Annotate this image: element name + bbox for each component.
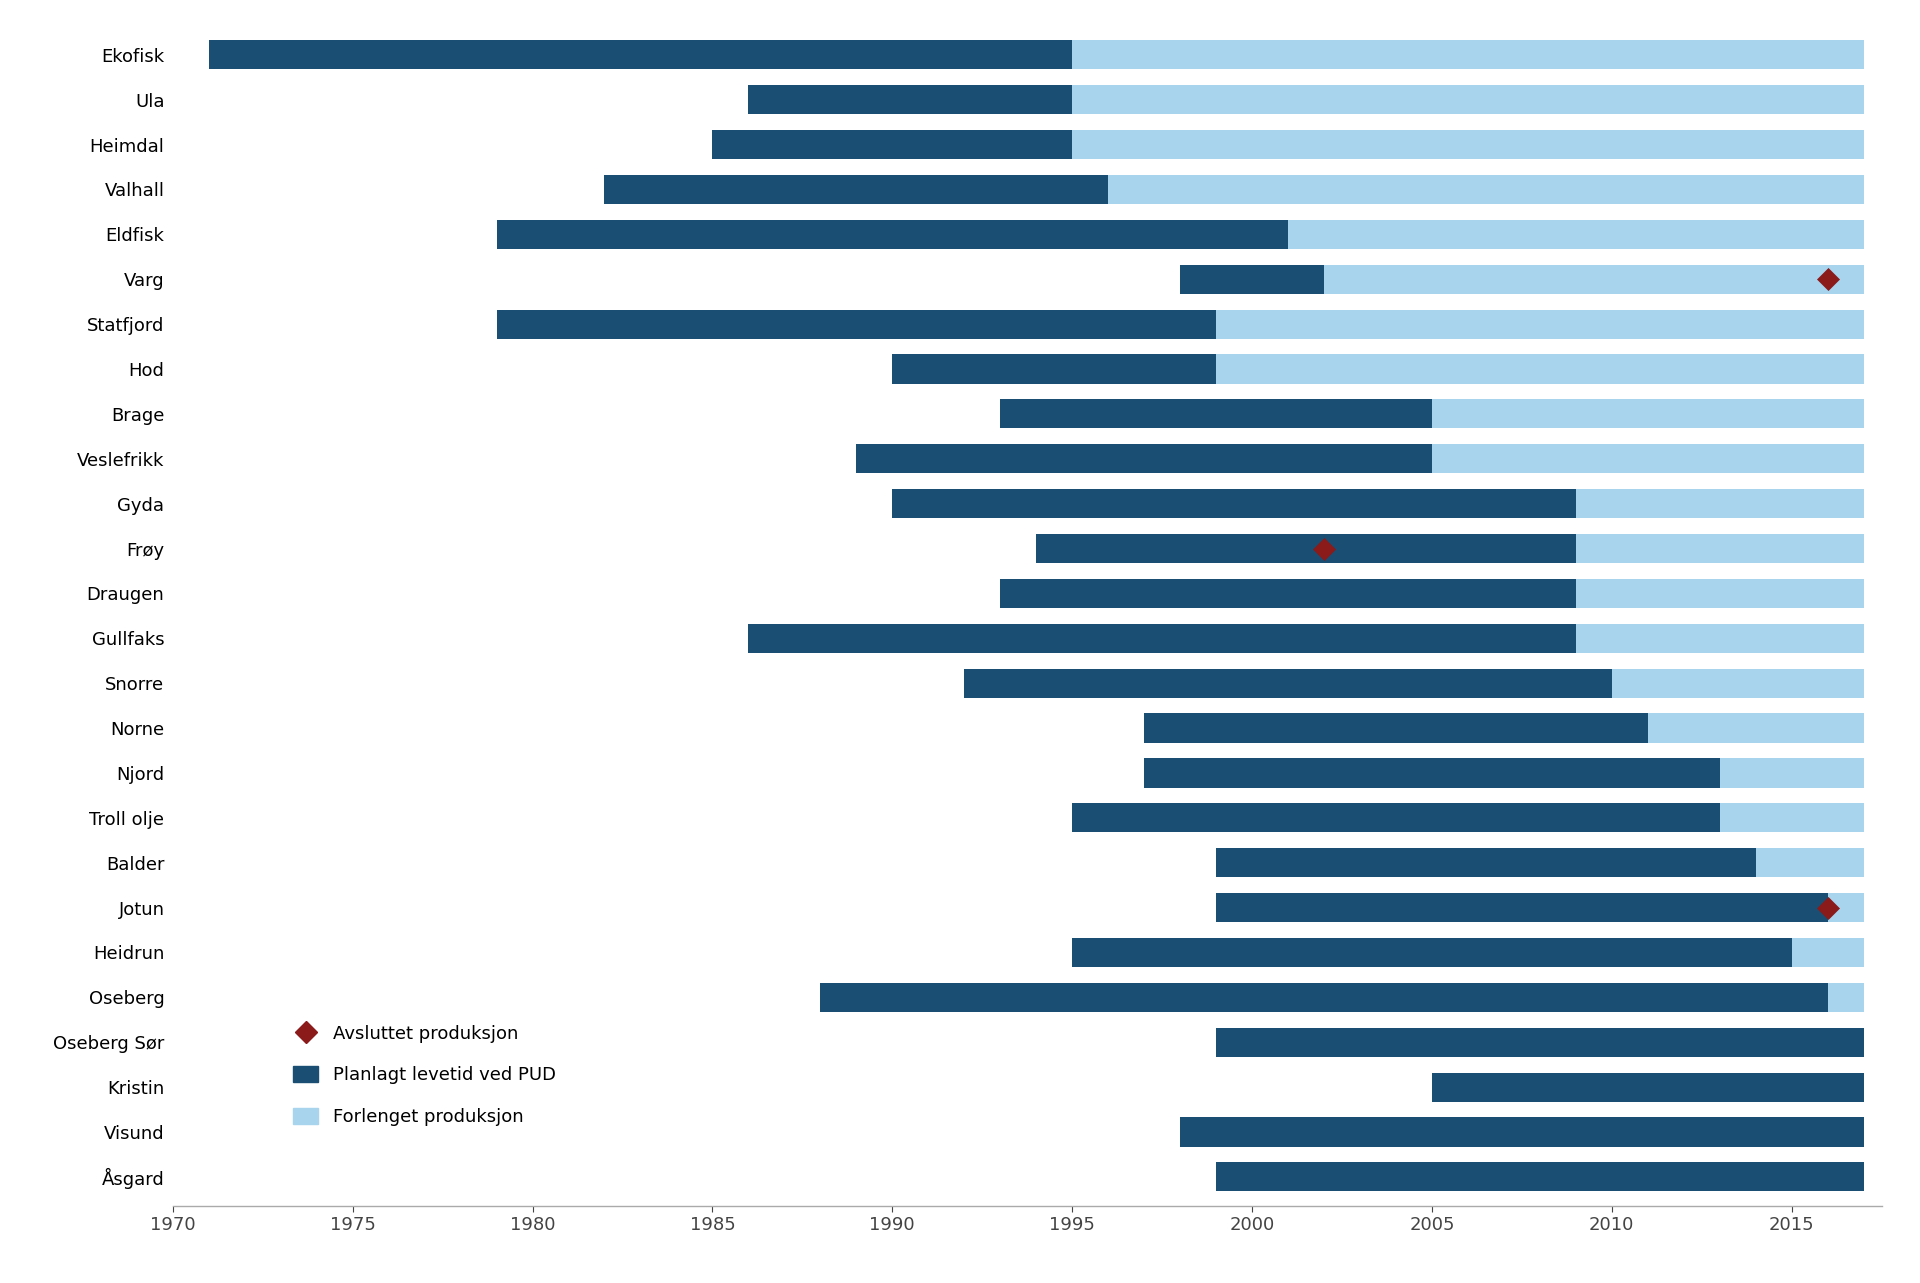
- Legend: Avsluttet produksjon, Planlagt levetid ved PUD, Forlenget produksjon: Avsluttet produksjon, Planlagt levetid v…: [294, 1024, 555, 1126]
- Bar: [749, 85, 1071, 114]
- Bar: [1071, 803, 1720, 833]
- Bar: [1000, 579, 1864, 608]
- Bar: [893, 489, 1576, 518]
- Bar: [893, 354, 1215, 384]
- Bar: [1215, 1162, 1864, 1192]
- Bar: [497, 309, 1864, 339]
- Bar: [1181, 1117, 1864, 1147]
- Bar: [605, 174, 1864, 204]
- Bar: [1144, 758, 1720, 788]
- Bar: [1181, 264, 1864, 294]
- Bar: [1037, 534, 1576, 563]
- Bar: [1037, 534, 1864, 563]
- Bar: [893, 354, 1864, 384]
- Bar: [749, 624, 1576, 653]
- Bar: [209, 40, 1864, 69]
- Bar: [964, 668, 1611, 698]
- Bar: [1144, 713, 1864, 743]
- Bar: [749, 85, 1864, 114]
- Bar: [497, 309, 1215, 339]
- Bar: [209, 40, 1071, 69]
- Bar: [1181, 264, 1325, 294]
- Bar: [1432, 1073, 1864, 1102]
- Bar: [1432, 1073, 1864, 1102]
- Bar: [1000, 399, 1864, 429]
- Bar: [712, 130, 1071, 159]
- Bar: [856, 444, 1432, 473]
- Bar: [1000, 399, 1432, 429]
- Bar: [820, 983, 1864, 1012]
- Bar: [1071, 938, 1791, 967]
- Bar: [1181, 1117, 1864, 1147]
- Bar: [1215, 893, 1828, 922]
- Bar: [1144, 713, 1647, 743]
- Bar: [1215, 893, 1864, 922]
- Bar: [1215, 1028, 1864, 1057]
- Bar: [497, 219, 1288, 249]
- Bar: [1215, 1162, 1864, 1192]
- Bar: [712, 130, 1864, 159]
- Bar: [856, 444, 1864, 473]
- Bar: [497, 219, 1864, 249]
- Bar: [605, 174, 1108, 204]
- Bar: [1215, 848, 1864, 878]
- Bar: [749, 624, 1864, 653]
- Bar: [1000, 579, 1576, 608]
- Bar: [1071, 803, 1864, 833]
- Bar: [1215, 1028, 1864, 1057]
- Bar: [964, 668, 1864, 698]
- Bar: [820, 983, 1828, 1012]
- Bar: [893, 489, 1864, 518]
- Bar: [1144, 758, 1864, 788]
- Bar: [1215, 848, 1755, 878]
- Bar: [1071, 938, 1864, 967]
